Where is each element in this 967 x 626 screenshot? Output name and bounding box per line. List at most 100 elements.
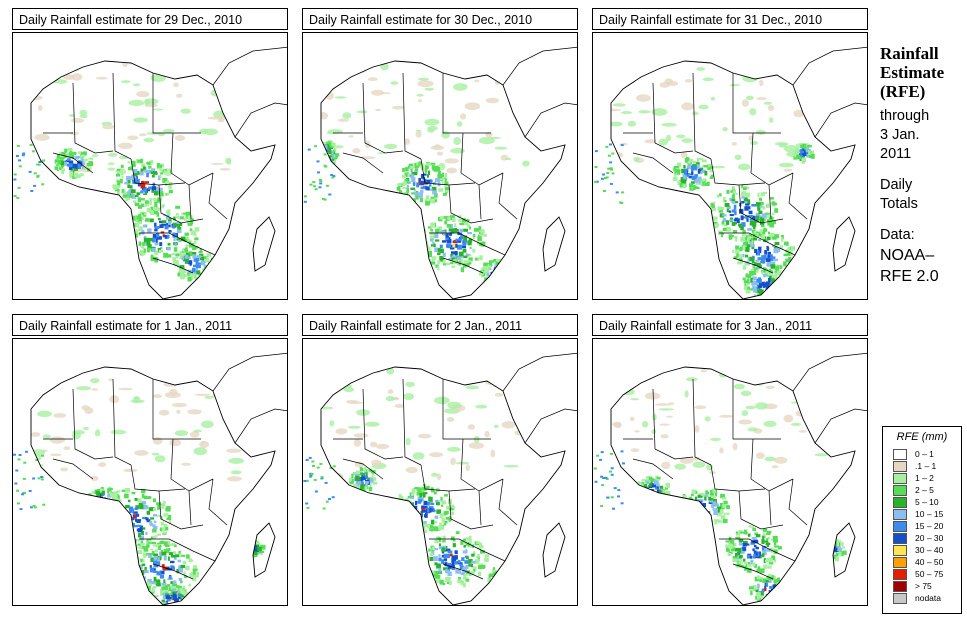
- rain-cell: [143, 235, 147, 239]
- rain-cell: [713, 221, 718, 225]
- rain-patch: [232, 381, 241, 389]
- rain-patch: [637, 61, 643, 69]
- rain-cell: [178, 603, 183, 605]
- rain-patch: [636, 94, 651, 102]
- rain-field: [321, 367, 549, 595]
- rain-patch: [236, 116, 245, 122]
- rain-cell: [532, 537, 536, 541]
- rain-patch: [91, 388, 99, 391]
- rain-patch: [774, 456, 788, 464]
- rain-cell: [403, 181, 407, 185]
- rain-cell: [733, 558, 737, 562]
- rain-cell: [170, 566, 175, 570]
- rain-patch: [229, 403, 242, 410]
- rain-cell: [779, 265, 783, 269]
- rain-cell: [173, 261, 176, 266]
- madagascar-outline: [252, 522, 276, 578]
- rain-patch: [71, 73, 83, 81]
- rain-cell: [774, 272, 778, 276]
- rain-cell: [148, 237, 153, 242]
- rain-cell: [502, 589, 508, 594]
- rain-cell: [827, 552, 831, 556]
- rain-cell: [657, 494, 661, 500]
- rain-cell: [501, 264, 505, 269]
- rain-cell: [714, 503, 719, 507]
- rain-cell: [795, 147, 800, 152]
- rain-cell: [455, 568, 460, 574]
- rain-cell: [442, 193, 447, 196]
- rain-cell: [704, 496, 707, 501]
- rain-patch: [694, 405, 707, 410]
- rain-cell: [500, 263, 505, 268]
- rain-cell: [160, 172, 164, 175]
- rain-cell: [799, 150, 805, 154]
- rain-cell: [33, 172, 37, 175]
- rain-cell: [596, 454, 600, 457]
- rain-cell: [128, 236, 133, 241]
- rain-cell: [430, 487, 434, 490]
- rain-cell: [643, 496, 649, 500]
- rain-cell: [159, 193, 164, 197]
- rain-cell: [137, 205, 142, 209]
- rain-cell: [517, 66, 523, 71]
- rain-cell: [517, 71, 522, 75]
- rain-cell: [137, 528, 143, 533]
- rain-cell: [195, 260, 199, 266]
- rain-cell: [450, 228, 454, 234]
- rain-cell: [753, 224, 756, 230]
- rain-cell: [359, 467, 363, 470]
- rain-cell: [513, 571, 516, 577]
- rain-cell: [153, 507, 157, 512]
- rain-cell: [659, 490, 664, 493]
- rain-cell: [92, 503, 97, 508]
- rain-cell: [128, 189, 132, 193]
- rain-cell: [148, 211, 154, 214]
- rain-cell: [166, 566, 170, 570]
- rain-cell: [662, 490, 666, 495]
- rain-cell: [95, 508, 100, 511]
- rain-cell: [359, 481, 364, 485]
- rain-cell: [774, 589, 779, 595]
- rain-cell: [722, 199, 726, 203]
- country-border: [750, 132, 794, 186]
- rain-patch: [90, 378, 100, 384]
- rain-cell: [515, 576, 518, 580]
- coastline: [212, 46, 287, 86]
- rain-cell: [411, 493, 414, 496]
- rain-cell: [101, 507, 107, 511]
- rain-patch: [424, 118, 440, 126]
- rain-cell: [100, 490, 103, 496]
- rain-cell: [841, 546, 845, 549]
- rain-cell: [430, 238, 434, 242]
- rain-patch: [763, 101, 772, 105]
- rain-cell: [138, 226, 143, 231]
- rain-cell: [238, 219, 241, 224]
- rain-cell: [187, 253, 190, 257]
- rain-cell: [484, 267, 490, 272]
- rain-cell: [58, 164, 61, 168]
- rain-patch: [661, 122, 677, 127]
- rain-cell: [164, 236, 169, 239]
- rain-cell: [175, 205, 181, 209]
- rain-cell: [159, 540, 165, 544]
- rain-cell: [762, 528, 768, 532]
- rain-cell: [510, 279, 516, 283]
- rain-cell: [700, 499, 704, 502]
- rain-cell: [128, 506, 134, 511]
- rain-cell: [431, 574, 436, 577]
- rain-cell: [493, 282, 497, 287]
- rain-cell: [508, 580, 511, 585]
- rain-cell: [161, 504, 164, 510]
- rain-patch: [746, 95, 754, 101]
- rain-patch: [691, 457, 701, 461]
- rain-cell: [200, 256, 204, 261]
- rain-cell: [450, 253, 454, 257]
- rain-cell: [426, 565, 430, 570]
- rain-cell: [159, 553, 163, 557]
- rain-cell: [823, 547, 826, 550]
- rain-cell: [712, 498, 717, 503]
- rain-cell: [774, 579, 778, 582]
- rain-patch: [805, 86, 813, 93]
- country-border: [652, 388, 694, 460]
- rain-cell: [445, 173, 448, 178]
